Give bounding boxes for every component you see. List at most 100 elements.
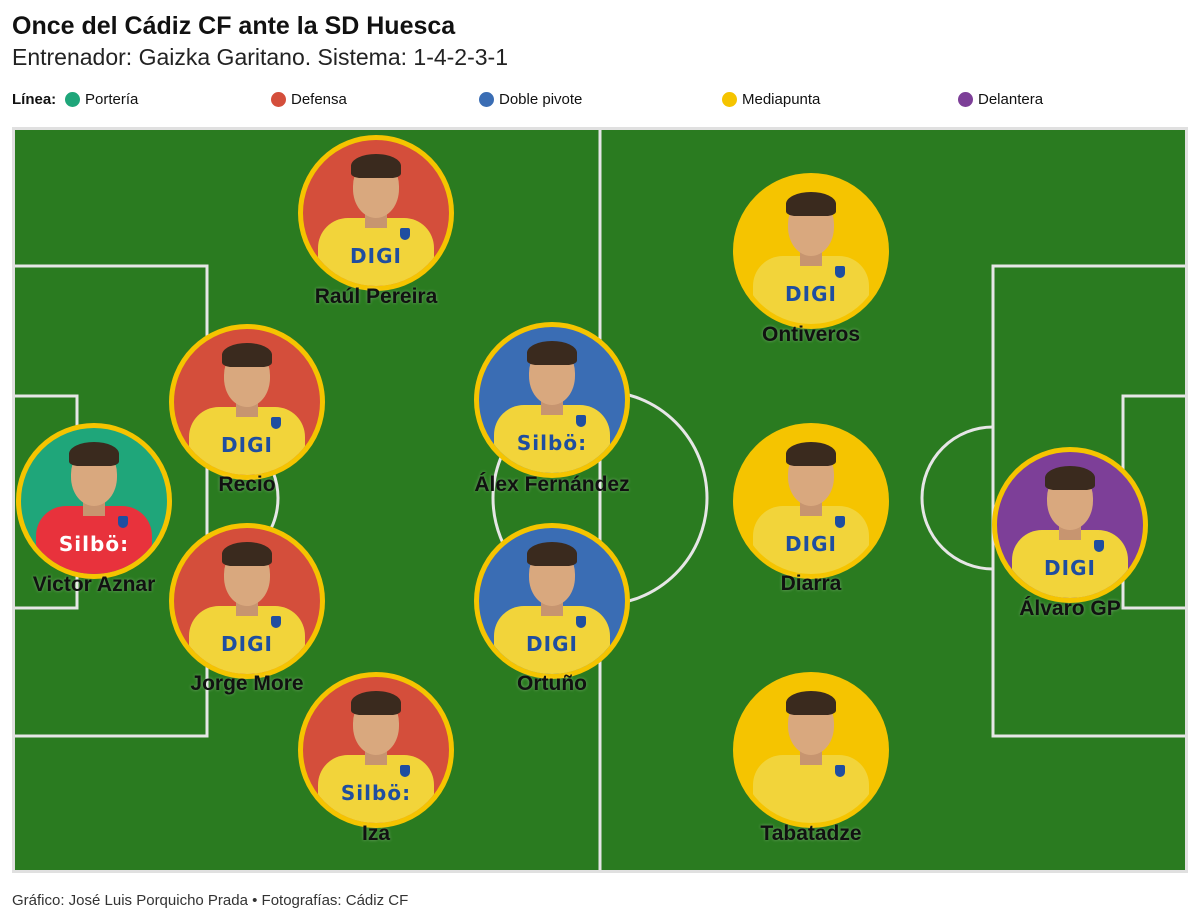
player-neck: [800, 502, 822, 516]
left-penalty-area: [15, 264, 209, 738]
player-hair: [527, 341, 577, 365]
crest-icon: [271, 616, 281, 628]
legend-dot-icon: [722, 92, 737, 107]
player-shirt: DIGI: [318, 218, 434, 286]
shirt-sponsor: DIGI: [526, 632, 578, 656]
player-name: Raúl Pereira: [314, 285, 438, 308]
crest-icon: [400, 765, 410, 777]
player-photo: DIGI: [992, 447, 1148, 603]
crest-icon: [835, 765, 845, 777]
player-shirt: DIGI: [189, 407, 305, 475]
player-photo: Silbö:: [298, 672, 454, 828]
player-shirt: Silbö:: [318, 755, 434, 823]
shirt-sponsor: DIGI: [221, 433, 273, 457]
player-hair: [351, 154, 401, 178]
shirt-sponsor: DIGI: [350, 244, 402, 268]
player-name: Álvaro GP: [1019, 597, 1121, 620]
player-shirt: DIGI: [189, 606, 305, 674]
crest-icon: [271, 417, 281, 429]
crest-icon: [118, 516, 128, 528]
player-hair: [69, 442, 119, 466]
chart-title: Once del Cádiz CF ante la SD Huesca: [12, 12, 456, 40]
shirt-sponsor: Silbö:: [340, 781, 412, 805]
player-name: Jorge More: [190, 672, 304, 695]
legend: Línea: Portería Defensa Doble pivote Med…: [12, 90, 1188, 112]
right-penalty-arc: [920, 425, 994, 571]
player-neck: [365, 751, 387, 765]
player-hair: [786, 442, 836, 466]
player-hair: [222, 542, 272, 566]
legend-dot-icon: [958, 92, 973, 107]
player-name: Diarra: [780, 572, 842, 595]
right-penalty-area: [991, 264, 1185, 738]
player-neck: [541, 401, 563, 415]
player-neck: [800, 751, 822, 765]
player-shirt: DIGI: [494, 606, 610, 674]
player-photo: Silbö:: [474, 322, 630, 478]
player-hair: [786, 691, 836, 715]
player-photo: DIGI: [298, 135, 454, 291]
player-shirt: Silbö:: [36, 506, 152, 574]
crest-icon: [400, 228, 410, 240]
legend-title: Línea:: [12, 91, 57, 108]
legend-label: Portería: [85, 91, 139, 108]
player-neck: [800, 252, 822, 266]
player-hair: [527, 542, 577, 566]
player-hair: [351, 691, 401, 715]
crest-icon: [1094, 540, 1104, 552]
player-photo: DIGI: [169, 523, 325, 679]
legend-item-porteria: Portería: [65, 91, 138, 108]
chart-subtitle: Entrenador: Gaizka Garitano. Sistema: 1-…: [12, 44, 509, 70]
player-neck: [541, 602, 563, 616]
player-shirt: DIGI: [753, 256, 869, 324]
player-hair: [1045, 466, 1095, 490]
legend-dot-icon: [479, 92, 494, 107]
legend-label: Defensa: [291, 91, 347, 108]
player-shirt: DIGI: [1012, 530, 1128, 598]
player-name: Tabatadze: [760, 822, 862, 845]
crest-icon: [576, 616, 586, 628]
legend-item-defensa: Defensa: [271, 91, 347, 108]
player-neck: [1059, 526, 1081, 540]
player-name: Victor Aznar: [32, 573, 156, 596]
shirt-sponsor: DIGI: [1044, 556, 1096, 580]
legend-item-doble-pivote: Doble pivote: [479, 91, 582, 108]
legend-item-delantera: Delantera: [958, 91, 1043, 108]
player-photo: DIGI: [733, 423, 889, 579]
shirt-sponsor: DIGI: [785, 282, 837, 306]
football-pitch: [12, 127, 1188, 873]
legend-item-mediapunta: Mediapunta: [722, 91, 820, 108]
crest-icon: [576, 415, 586, 427]
legend-dot-icon: [271, 92, 286, 107]
player-hair: [222, 343, 272, 367]
player-name: Recio: [218, 473, 276, 496]
player-shirt: Silbö:: [494, 405, 610, 473]
player-name: Ortuño: [517, 672, 587, 695]
legend-label: Delantera: [978, 91, 1044, 108]
player-neck: [236, 602, 258, 616]
player-name: Iza: [361, 822, 390, 845]
legend-label: Doble pivote: [499, 91, 583, 108]
player-neck: [365, 214, 387, 228]
shirt-sponsor: Silbö:: [58, 532, 130, 556]
player-photo: Silbö:: [16, 423, 172, 579]
player-photo: [733, 672, 889, 828]
player-shirt: [753, 755, 869, 823]
player-name: Álex Fernández: [474, 473, 630, 496]
player-neck: [83, 502, 105, 516]
player-photo: DIGI: [733, 173, 889, 329]
legend-dot-icon: [65, 92, 80, 107]
crest-icon: [835, 516, 845, 528]
player-name: Ontiveros: [761, 323, 861, 346]
player-photo: DIGI: [169, 324, 325, 480]
crest-icon: [835, 266, 845, 278]
shirt-sponsor: DIGI: [785, 532, 837, 556]
shirt-sponsor: DIGI: [221, 632, 273, 656]
player-hair: [786, 192, 836, 216]
player-photo: DIGI: [474, 523, 630, 679]
shirt-sponsor: Silbö:: [516, 431, 588, 455]
footer-credit: Gráfico: José Luis Porquicho Prada • Fot…: [12, 892, 409, 909]
player-neck: [236, 403, 258, 417]
player-shirt: DIGI: [753, 506, 869, 574]
legend-label: Mediapunta: [742, 91, 821, 108]
